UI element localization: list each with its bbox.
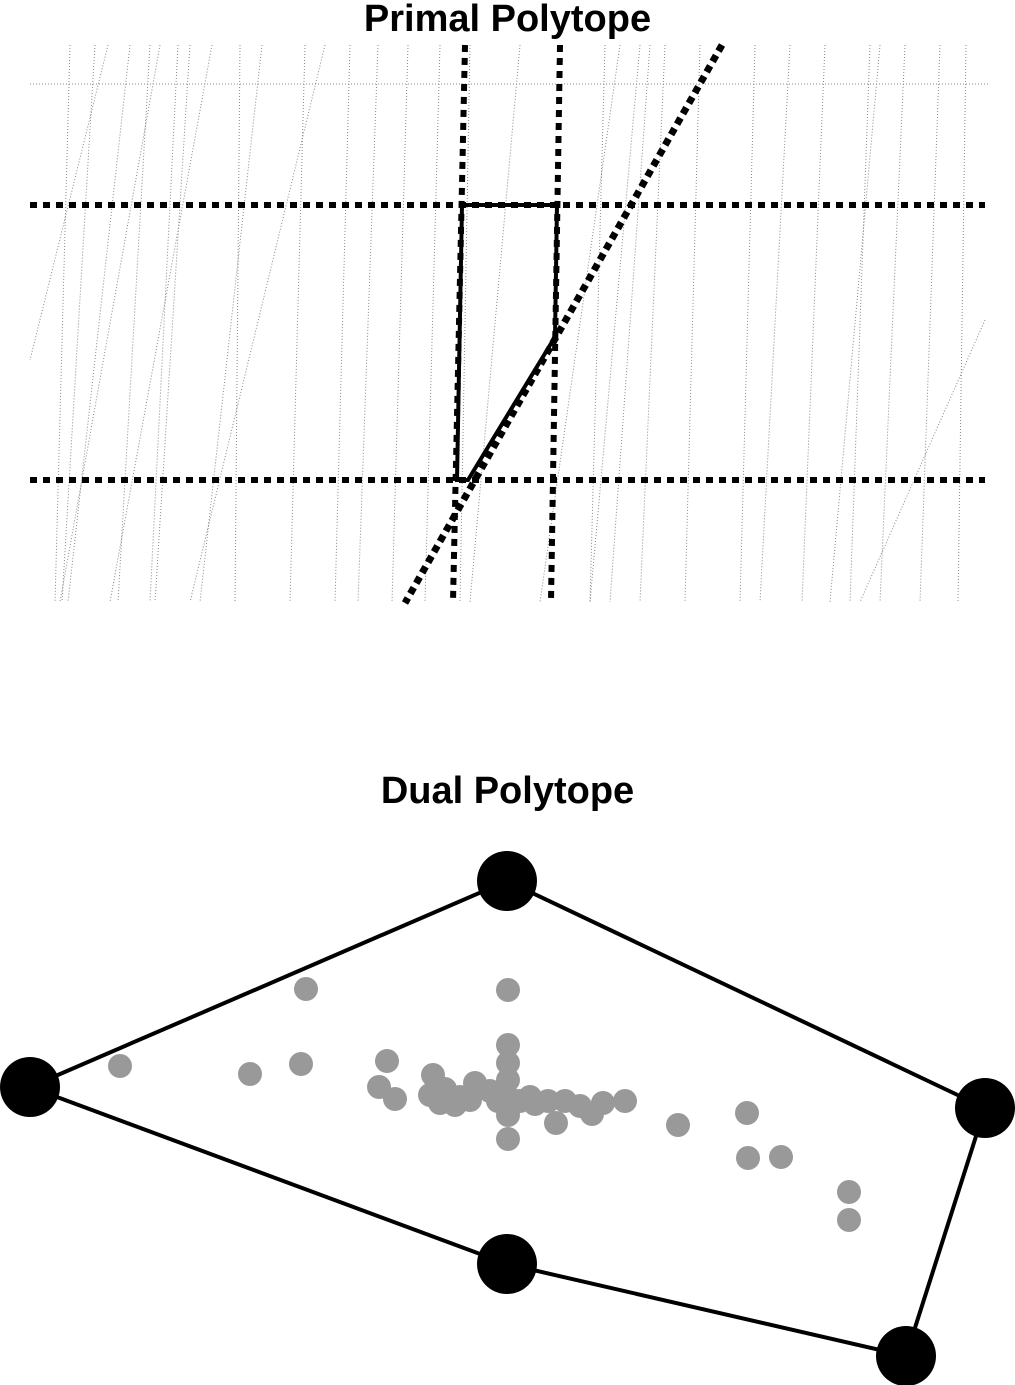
interior-point [496, 1051, 520, 1075]
primal-title: Primal Polytope [363, 0, 652, 40]
interior-point [238, 1062, 262, 1086]
interior-point [486, 1089, 510, 1113]
background-line [879, 44, 906, 603]
background-line [919, 44, 941, 603]
hull-vertex [477, 1234, 537, 1294]
interior-point [496, 1127, 520, 1151]
background-line [801, 44, 826, 603]
feasible-region [454, 203, 560, 482]
background-line [154, 44, 191, 603]
background-lines [29, 44, 990, 603]
background-line [109, 44, 213, 603]
interior-point [108, 1054, 132, 1078]
interior-point [458, 1088, 482, 1112]
interior-point [383, 1087, 407, 1111]
interior-point [544, 1111, 568, 1135]
background-line [609, 44, 651, 603]
background-line [539, 44, 621, 603]
primal-panel [29, 43, 990, 605]
background-line [61, 44, 96, 603]
bound-line-diagonal [401, 43, 726, 605]
dual-panel [0, 851, 1015, 1385]
background-line [234, 44, 241, 603]
hull-vertex [477, 851, 537, 911]
interior-point [294, 977, 318, 1001]
interior-point [375, 1049, 399, 1073]
interior-point [496, 1033, 520, 1057]
hull-vertex [955, 1078, 1015, 1138]
interior-point [837, 1180, 861, 1204]
background-line [849, 44, 871, 603]
interior-point [613, 1089, 637, 1113]
background-line [829, 44, 881, 603]
background-line [739, 44, 756, 603]
background-line [149, 44, 179, 603]
background-line [334, 44, 351, 603]
interior-point [769, 1145, 793, 1169]
interior-point [518, 1085, 542, 1109]
interior-points [108, 977, 861, 1232]
background-line [357, 44, 379, 603]
hull-vertices [0, 851, 1015, 1385]
dual-hull [24, 878, 988, 1359]
interior-point [837, 1208, 861, 1232]
interior-point [496, 1068, 520, 1092]
interior-point [496, 978, 520, 1002]
interior-point [289, 1052, 313, 1076]
background-line [189, 44, 326, 603]
interior-point [591, 1091, 615, 1115]
hull-vertex [0, 1057, 60, 1117]
interior-point [666, 1113, 690, 1137]
background-line [957, 44, 967, 603]
interior-point [735, 1101, 759, 1125]
background-line [759, 44, 791, 603]
background-line [859, 319, 986, 603]
hull-vertex [876, 1326, 936, 1385]
interior-point [736, 1146, 760, 1170]
dual-title: Dual Polytope [380, 770, 635, 812]
background-line [67, 44, 131, 603]
background-line [469, 44, 521, 603]
background-line [589, 44, 641, 603]
background-line [289, 44, 306, 603]
background-line [54, 44, 71, 603]
background-line [391, 44, 409, 603]
background-line [59, 44, 161, 603]
interior-point [536, 1089, 560, 1113]
background-line [639, 44, 666, 603]
background-line [684, 44, 701, 603]
background-line [424, 44, 441, 603]
background-line [199, 44, 263, 603]
